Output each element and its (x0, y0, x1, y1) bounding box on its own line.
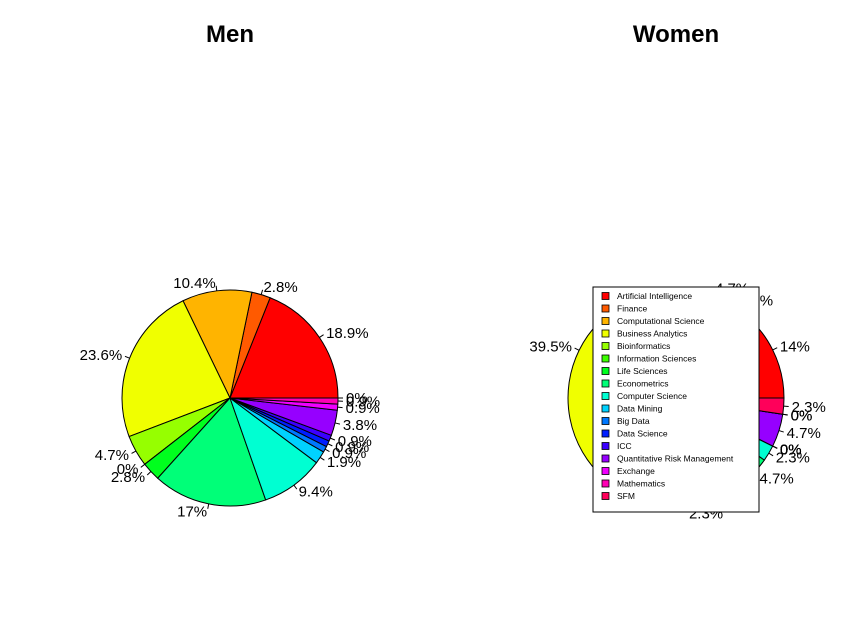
legend-label-13: Quantitative Risk Management (617, 454, 734, 464)
men-label-tick-12 (330, 437, 336, 441)
women-label-14: 0% (791, 408, 813, 425)
women-label-11: 0% (780, 442, 802, 459)
men-label-3: 23.6% (80, 347, 123, 364)
legend-swatch-6 (601, 367, 610, 375)
chart-title-men: Men (206, 21, 254, 48)
legend-swatch-12 (601, 442, 610, 450)
women-label-tick-13 (778, 430, 784, 433)
women-label-16: 2.3% (792, 399, 826, 416)
men-label-tick-2 (215, 285, 218, 291)
men-label-9: 1.9% (327, 454, 361, 471)
legend-label-16: SFM (617, 491, 635, 501)
legend-swatch-15 (601, 479, 610, 488)
men-label-tick-10 (324, 448, 330, 453)
legend-label-5: Information Sciences (617, 354, 696, 364)
men-label-tick-0 (319, 334, 324, 338)
women-label-tick-3 (574, 347, 580, 351)
men-label-15: 0.9% (346, 393, 380, 410)
legend-swatch-13 (601, 454, 610, 463)
men-label-0: 18.9% (326, 325, 369, 342)
men-slice-0 (229, 297, 339, 399)
legend-swatch-0 (601, 292, 610, 300)
legend-label-9: Data Mining (617, 404, 663, 414)
women-label-7: 4.7% (760, 471, 794, 488)
legend-label-11: Data Science (617, 429, 668, 439)
men-label-11: 0.9% (335, 439, 369, 456)
men-slice-3 (121, 300, 231, 438)
chart-title-women: Women (633, 21, 719, 48)
men-label-16: 0% (346, 390, 368, 407)
women-label-3: 39.5% (529, 339, 572, 356)
men-label-10: 0.9% (332, 445, 366, 462)
women-label-tick-8 (768, 452, 774, 457)
men-label-7: 17% (177, 504, 207, 521)
legend-swatch-7 (601, 379, 610, 388)
legend-label-6: Life Sciences (617, 366, 668, 376)
legend-label-7: Econometrics (617, 379, 669, 389)
legend-box (592, 286, 760, 513)
men-label-1: 2.8% (263, 279, 297, 296)
women-label-tick-0 (772, 347, 778, 351)
legend-label-4: Bioinformatics (617, 341, 670, 351)
legend-label-0: Artificial Intelligence (617, 291, 692, 301)
legend-label-15: Mathematics (617, 479, 665, 489)
men-label-12: 0.9% (338, 433, 372, 450)
men-label-tick-3 (124, 355, 130, 359)
legend: Artificial Intelligence Finance Computatio… (592, 286, 760, 513)
legend-label-8: Computer Science (617, 391, 687, 401)
legend-label-3: Business Analytics (617, 329, 687, 339)
men-label-8: 9.4% (299, 484, 333, 501)
legend-swatch-8 (601, 392, 610, 400)
women-label-12: 0% (780, 442, 802, 459)
men-label-2: 10.4% (173, 275, 216, 292)
pie-men: 18.9%2.8%10.4%23.6%4.7%0%2.8%17%9.4%1.9%… (80, 275, 381, 521)
legend-swatch-5 (601, 354, 610, 363)
legend-swatch-16 (601, 492, 610, 500)
men-label-6: 2.8% (111, 469, 145, 486)
men-label-tick-1 (260, 289, 264, 295)
women-label-10: 0% (780, 442, 802, 459)
men-label-5: 0% (117, 461, 139, 478)
legend-swatch-10 (601, 417, 610, 425)
legend-swatch-1 (601, 304, 610, 313)
men-label-14: 0.9% (346, 400, 380, 417)
men-label-tick-7 (207, 503, 210, 509)
men-label-tick-4 (131, 450, 137, 454)
men-label-tick-6 (146, 471, 152, 476)
legend-label-10: Big Data (617, 416, 650, 426)
women-label-8: 2.3% (776, 449, 810, 466)
men-label-13: 3.8% (343, 417, 377, 434)
legend-swatch-3 (601, 329, 610, 338)
men-label-4: 4.7% (95, 447, 129, 464)
men-label-tick-13 (334, 422, 341, 425)
legend-swatch-14 (601, 467, 610, 475)
women-label-tick-12 (772, 445, 778, 449)
legend-label-2: Computational Science (617, 316, 705, 326)
women-label-9: 0% (780, 442, 802, 459)
women-label-0: 14% (780, 338, 810, 355)
women-label-13: 4.7% (787, 425, 821, 442)
men-label-tick-5 (140, 463, 146, 468)
men-label-tick-11 (327, 443, 333, 447)
men-label-tick-9 (319, 456, 325, 461)
legend-swatch-4 (601, 342, 610, 350)
legend-swatch-9 (601, 404, 610, 413)
women-label-15: 0% (791, 408, 813, 425)
legend-label-14: Exchange (617, 466, 655, 476)
legend-label-1: Finance (617, 304, 648, 314)
legend-swatch-11 (601, 429, 610, 438)
men-slice-2 (182, 289, 253, 400)
women-label-tick-15 (782, 413, 788, 416)
legend-label-12: ICC (617, 441, 632, 451)
men-label-tick-8 (293, 484, 298, 490)
legend-swatch-2 (601, 317, 610, 325)
